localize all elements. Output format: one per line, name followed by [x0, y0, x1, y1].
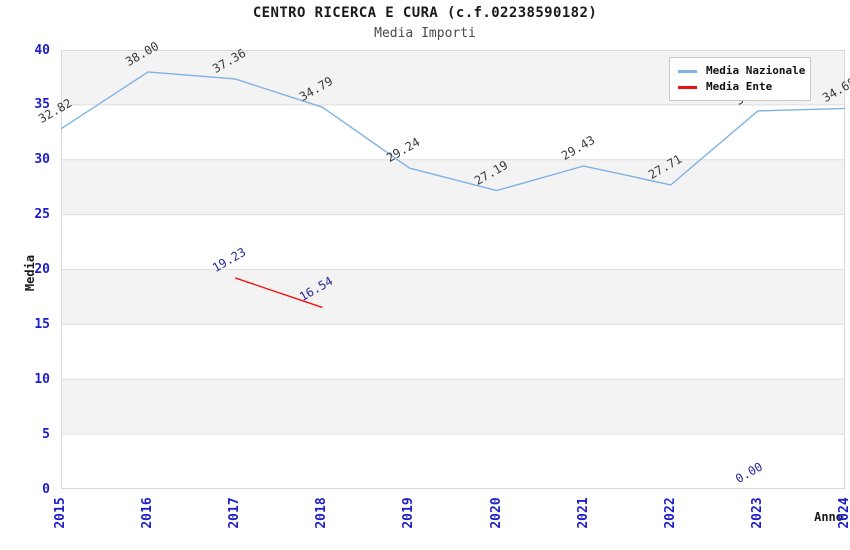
- y-tick-label: 10: [34, 371, 50, 387]
- plot-band: [61, 159, 845, 215]
- x-tick-label: 2021: [575, 497, 591, 529]
- y-tick-label: 25: [34, 207, 50, 223]
- plot-border: [61, 50, 845, 489]
- series-line-media-ente: [234, 277, 323, 309]
- y-tick-label: 30: [34, 152, 50, 168]
- x-tick-label: 2023: [749, 497, 765, 529]
- legend-label: Media Ente: [706, 80, 773, 93]
- legend-line-swatch-red: [678, 85, 697, 89]
- legend-line-swatch-blue: [678, 69, 697, 73]
- plot-area: [61, 50, 845, 489]
- chart-subtitle: Media Importi: [374, 26, 476, 41]
- legend-label: Media Nazionale: [706, 64, 806, 77]
- x-tick-label: 2017: [227, 497, 243, 529]
- x-tick-label: 2020: [488, 497, 504, 529]
- line-chart-canvas: [61, 50, 845, 489]
- chart-title: CENTRO RICERCA E CURA (c.f.02238590182): [252, 5, 598, 21]
- x-tick-label: 2022: [662, 497, 678, 529]
- plot-band: [61, 269, 845, 325]
- y-tick-label: 15: [34, 316, 50, 332]
- y-tick-label: 5: [42, 426, 50, 442]
- plot-band: [61, 379, 845, 435]
- x-tick-label: 2018: [314, 497, 330, 529]
- x-tick-label: 2019: [401, 497, 417, 529]
- x-tick-label: 2015: [53, 497, 68, 529]
- x-tick-label: 2024: [837, 497, 850, 529]
- y-tick-label: 35: [34, 97, 50, 113]
- series-line-media-nazionale: [61, 71, 845, 192]
- x-axis-title: Anno: [814, 510, 843, 524]
- legend: Media Nazionale Media Ente: [669, 57, 811, 101]
- y-tick-label: 40: [34, 42, 50, 58]
- legend-item-media-ente: Media Ente: [678, 81, 802, 93]
- legend-item-media-nazionale: Media Nazionale: [678, 64, 806, 77]
- y-tick-label: 20: [34, 262, 50, 277]
- x-tick-label: 2016: [140, 497, 156, 529]
- y-tick-label: 0: [42, 481, 50, 497]
